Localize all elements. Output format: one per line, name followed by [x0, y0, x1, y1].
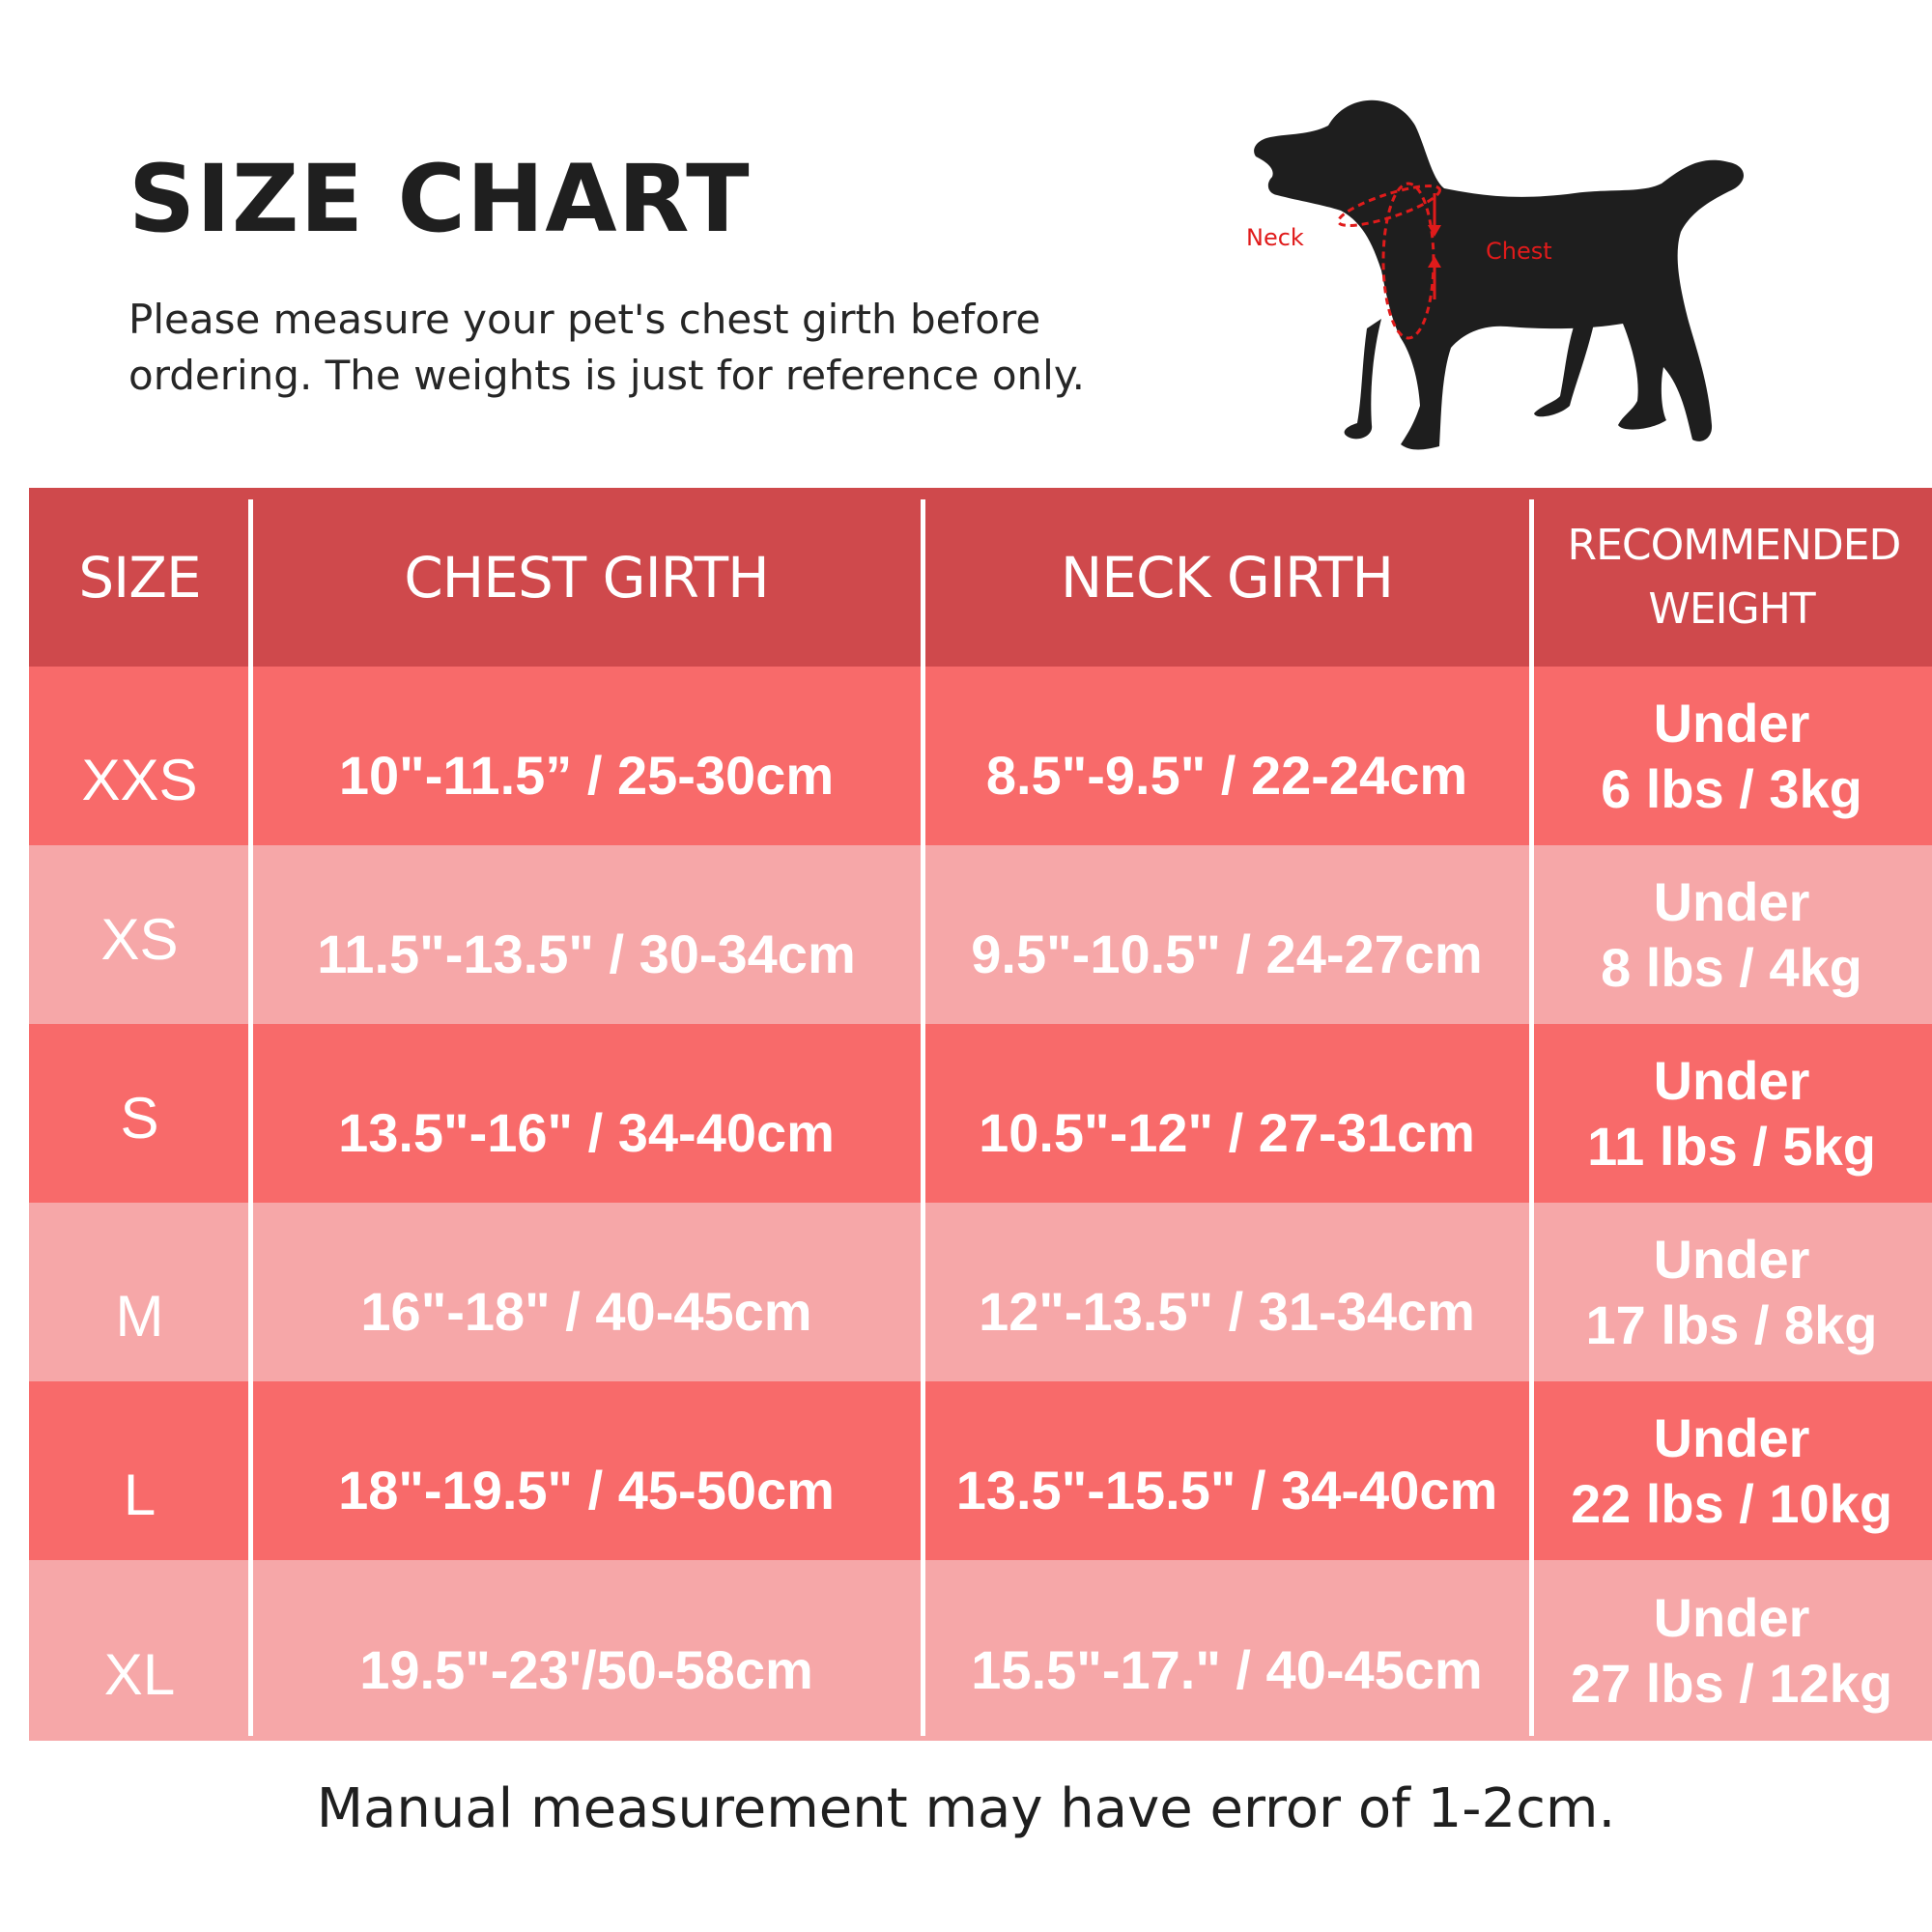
page-title: SIZE CHART: [128, 145, 751, 253]
neck-girth-value: 10.5"-12" / 27-31cm: [979, 1102, 1475, 1163]
size-table: SIZE CHEST GIRTH NECK GIRTH RECOMMENDED …: [29, 488, 1932, 1741]
chest-girth-value: 19.5"-23'/50-58cm: [359, 1639, 813, 1700]
table-row: XXS 10"-11.5” / 25-30cm 8.5"-9.5" / 22-2…: [29, 667, 1932, 845]
chest-girth-value: 18"-19.5" / 45-50cm: [338, 1460, 835, 1520]
table-row: XL 19.5"-23'/50-58cm 15.5"-17." / 40-45c…: [29, 1560, 1932, 1741]
measurement-disclaimer: Manual measurement may have error of 1-2…: [316, 1777, 1616, 1840]
chest-girth-value: 13.5"-16" / 34-40cm: [338, 1102, 835, 1163]
weight-value: Under 8 lbs / 4kg: [1601, 870, 1862, 998]
header-recommended-weight: RECOMMENDED WEIGHT: [1567, 520, 1902, 634]
chest-girth-value: 16"-18" / 40-45cm: [360, 1281, 812, 1342]
size-value: L: [123, 1463, 156, 1527]
column-divider: [248, 499, 253, 1736]
table-row: S 13.5"-16" / 34-40cm 10.5"-12" / 27-31c…: [29, 1024, 1932, 1203]
neck-girth-value: 8.5"-9.5" / 22-24cm: [985, 745, 1468, 806]
chest-label: Chest: [1486, 238, 1552, 265]
table-row: L 18"-19.5" / 45-50cm 13.5"-15.5" / 34-4…: [29, 1381, 1932, 1560]
neck-measure-loop: [1337, 185, 1441, 227]
neck-girth-value: 9.5"-10.5" / 24-27cm: [971, 923, 1483, 984]
table-row: XS 11.5"-13.5" / 30-34cm 9.5"-10.5" / 24…: [29, 845, 1932, 1024]
table-header-row: SIZE CHEST GIRTH NECK GIRTH RECOMMENDED …: [29, 488, 1932, 667]
chest-girth-value: 11.5"-13.5" / 30-34cm: [317, 923, 856, 984]
neck-label: Neck: [1246, 224, 1304, 251]
weight-value: Under 17 lbs / 8kg: [1585, 1228, 1878, 1355]
header-size: SIZE: [78, 544, 201, 611]
size-value: XS: [100, 907, 179, 972]
weight-value: Under 6 lbs / 3kg: [1601, 692, 1862, 819]
size-value: XXS: [81, 748, 198, 812]
weight-value: Under 11 lbs / 5kg: [1587, 1049, 1876, 1177]
size-value: XL: [103, 1642, 176, 1707]
dog-silhouette-icon: [1254, 99, 1744, 450]
weight-value: Under 27 lbs / 12kg: [1570, 1586, 1893, 1714]
chest-girth-value: 10"-11.5” / 25-30cm: [338, 745, 835, 806]
weight-value: Under 22 lbs / 10kg: [1570, 1406, 1893, 1534]
column-divider: [1529, 499, 1534, 1736]
header-neck-girth: NECK GIRTH: [1060, 544, 1394, 611]
neck-girth-value: 15.5"-17." / 40-45cm: [971, 1639, 1483, 1700]
neck-girth-value: 13.5"-15.5" / 34-40cm: [955, 1460, 1498, 1520]
neck-girth-value: 12"-13.5" / 31-34cm: [979, 1281, 1475, 1342]
measurement-instructions: Please measure your pet's chest girth be…: [128, 296, 1086, 399]
table-row: M 16"-18" / 40-45cm 12"-13.5" / 31-34cm …: [29, 1203, 1932, 1381]
dog-measurement-diagram: [1254, 99, 1744, 450]
size-value: S: [120, 1086, 159, 1151]
header-chest-girth: CHEST GIRTH: [404, 544, 770, 611]
size-value: M: [115, 1284, 164, 1349]
column-divider: [921, 499, 925, 1736]
